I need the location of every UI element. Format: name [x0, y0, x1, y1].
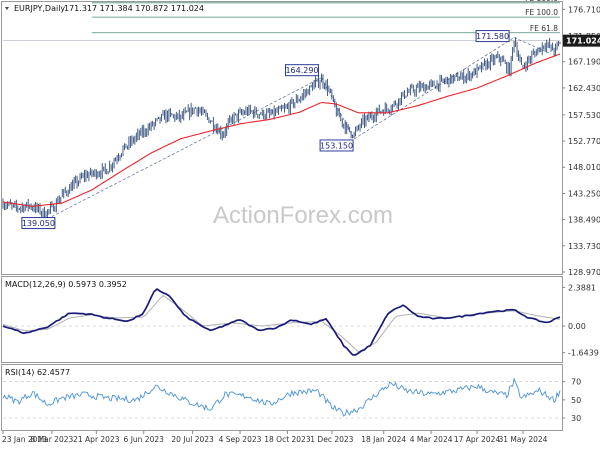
- rsi-lines: [2, 377, 561, 419]
- date-tick-label: 4 Mar 2024: [410, 435, 453, 444]
- macd-title: MACD(12,26,9) 0.5973 0.3952: [5, 280, 127, 289]
- macd-pane: [1, 276, 563, 363]
- price-tick-label: 162.430: [568, 84, 600, 93]
- label-box-text: 171.580: [476, 32, 509, 41]
- label-box-text: 153.150: [320, 141, 353, 150]
- moving-average: [2, 53, 561, 207]
- price-annotations: 139.050 164.290 153.150 171.580: [21, 30, 510, 230]
- date-tick-label: 1 Dec 2023: [310, 435, 353, 444]
- macd-line: [2, 288, 561, 356]
- price-bars: [2, 37, 561, 219]
- rsi-pane: [1, 364, 563, 431]
- ohlc-values: 171.317 171.384 170.872 171.024: [64, 4, 204, 13]
- macd-tick-label: 0.00: [568, 322, 586, 331]
- rsi-tick-label: 50: [571, 396, 581, 405]
- price-label-box: 139.050: [21, 217, 56, 230]
- price-tick-label: 128.970: [568, 268, 600, 277]
- trend-line: [353, 37, 515, 140]
- label-box-text: 164.290: [285, 66, 318, 75]
- price-label-box: 171.580: [475, 30, 510, 43]
- price-tick-label: 138.490: [568, 216, 600, 225]
- price-label-box: 153.150: [319, 139, 354, 152]
- macd-axis: 2.3881 0.00 -1.6439: [562, 283, 599, 358]
- label-box-frame: [475, 30, 510, 43]
- date-tick-label: 6 Jun 2023: [124, 435, 165, 444]
- rsi-line: [2, 377, 561, 417]
- rsi-tick-label: 70: [571, 378, 581, 387]
- last-price-text: 171.024: [566, 37, 600, 46]
- price-tick-label: 148.010: [568, 163, 600, 172]
- fib-label: FE 100.0: [525, 0, 558, 3]
- last-price: 171.024: [563, 34, 600, 47]
- fib-label: FE 61.8: [530, 24, 558, 33]
- macd-tick-label: -1.6439: [568, 349, 599, 358]
- date-tick-label: 17 Apr 2024: [454, 435, 501, 444]
- date-tick-label: 21 Apr 2023: [73, 435, 120, 444]
- signal-line: [2, 294, 561, 353]
- price-tick-label: 133.730: [568, 242, 600, 251]
- watermark: ActionForex.com: [213, 202, 393, 229]
- trend-line: [51, 77, 322, 217]
- price-tick-label: 157.530: [568, 111, 600, 120]
- date-tick-label: 31 May 2024: [499, 435, 548, 444]
- date-tick-label: 8 Mar 2023: [30, 435, 73, 444]
- last-price-tag: [563, 34, 600, 47]
- trend-line: [513, 37, 552, 55]
- date-tick-label: 20 Jul 2023: [171, 435, 214, 444]
- rsi-tick-label: 30: [571, 414, 581, 423]
- price-tick-label: 167.190: [568, 58, 600, 67]
- fib-label: FE 100.0: [525, 8, 558, 17]
- macd-tick-label: 2.3881: [568, 283, 596, 292]
- rsi-title: RSI(14) 62.4577: [5, 368, 70, 377]
- date-tick-label: 23 Jan 2023: [2, 435, 47, 444]
- label-box-frame: [284, 64, 319, 77]
- price-tick-label: 143.250: [568, 189, 600, 198]
- macd-lines: [2, 288, 561, 356]
- trend-line: [321, 77, 355, 140]
- label-box-frame: [21, 217, 56, 230]
- date-tick-label: 18 Oct 2023: [264, 435, 311, 444]
- label-box-frame: [319, 139, 354, 152]
- date-tick-label: 18 Jan 2024: [361, 435, 406, 444]
- price-header: EURJPY,Daily 171.317 171.384 170.872 171…: [5, 4, 204, 13]
- price-tick-label: 176.710: [568, 5, 600, 14]
- trendlines: [51, 37, 552, 217]
- date-tick-label: 4 Sep 2023: [219, 435, 262, 444]
- price-pane: [1, 1, 563, 275]
- sma-line: [2, 53, 561, 207]
- price-tick-label: 152.770: [568, 137, 600, 146]
- label-box-text: 139.050: [22, 219, 55, 228]
- price-label-box: 164.290: [284, 64, 319, 77]
- rsi-axis: 70 50 30: [562, 378, 581, 423]
- symbol-title: EURJPY,Daily: [14, 4, 65, 13]
